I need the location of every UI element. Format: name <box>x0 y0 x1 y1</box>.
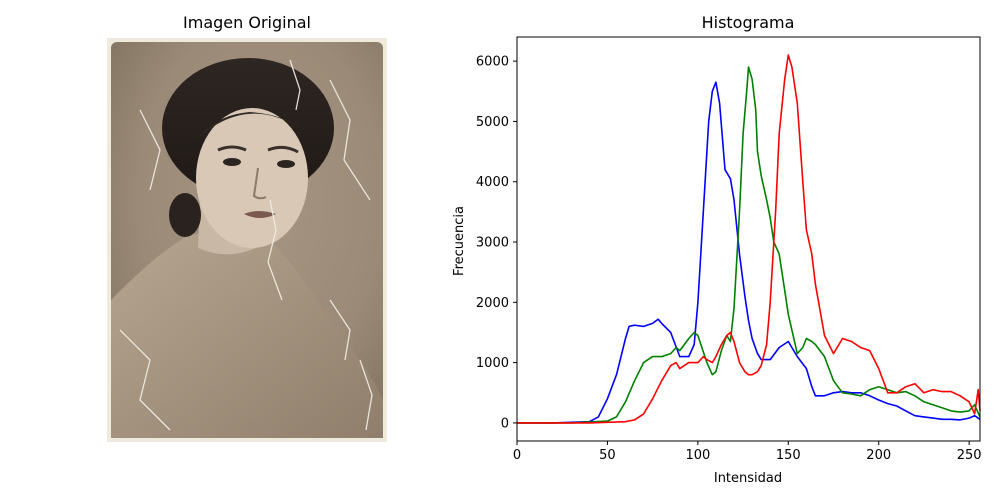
x-axis-label: Intensidad <box>714 471 782 486</box>
left-panel-title: Imagen Original <box>183 13 311 32</box>
y-tick-label: 0 <box>501 416 509 431</box>
original-photo <box>107 38 387 442</box>
histogram-plot: Histograma Intensidad Frecuencia 0 50 100 1… <box>452 13 982 486</box>
series-line-1 <box>517 66 981 424</box>
x-tick-label: 150 <box>776 448 801 463</box>
y-axis-label: Frecuencia <box>452 206 467 276</box>
y-tick-label: 4000 <box>476 175 509 190</box>
chart-title: Histograma <box>702 13 795 32</box>
y-tick-label: 3000 <box>476 236 509 251</box>
x-tick-label: 100 <box>685 448 710 463</box>
y-tick-label: 6000 <box>476 55 509 70</box>
y-tick-label: 1000 <box>476 356 509 371</box>
series-line-0 <box>517 81 981 424</box>
x-tick-label: 250 <box>957 448 982 463</box>
plot-area-frame <box>516 36 981 442</box>
y-tick-label: 5000 <box>476 115 509 130</box>
series-line-2 <box>517 54 981 424</box>
x-tick-label: 50 <box>599 448 616 463</box>
x-tick-label: 200 <box>866 448 891 463</box>
x-tick-label: 0 <box>513 448 521 463</box>
y-tick-label: 2000 <box>476 296 509 311</box>
